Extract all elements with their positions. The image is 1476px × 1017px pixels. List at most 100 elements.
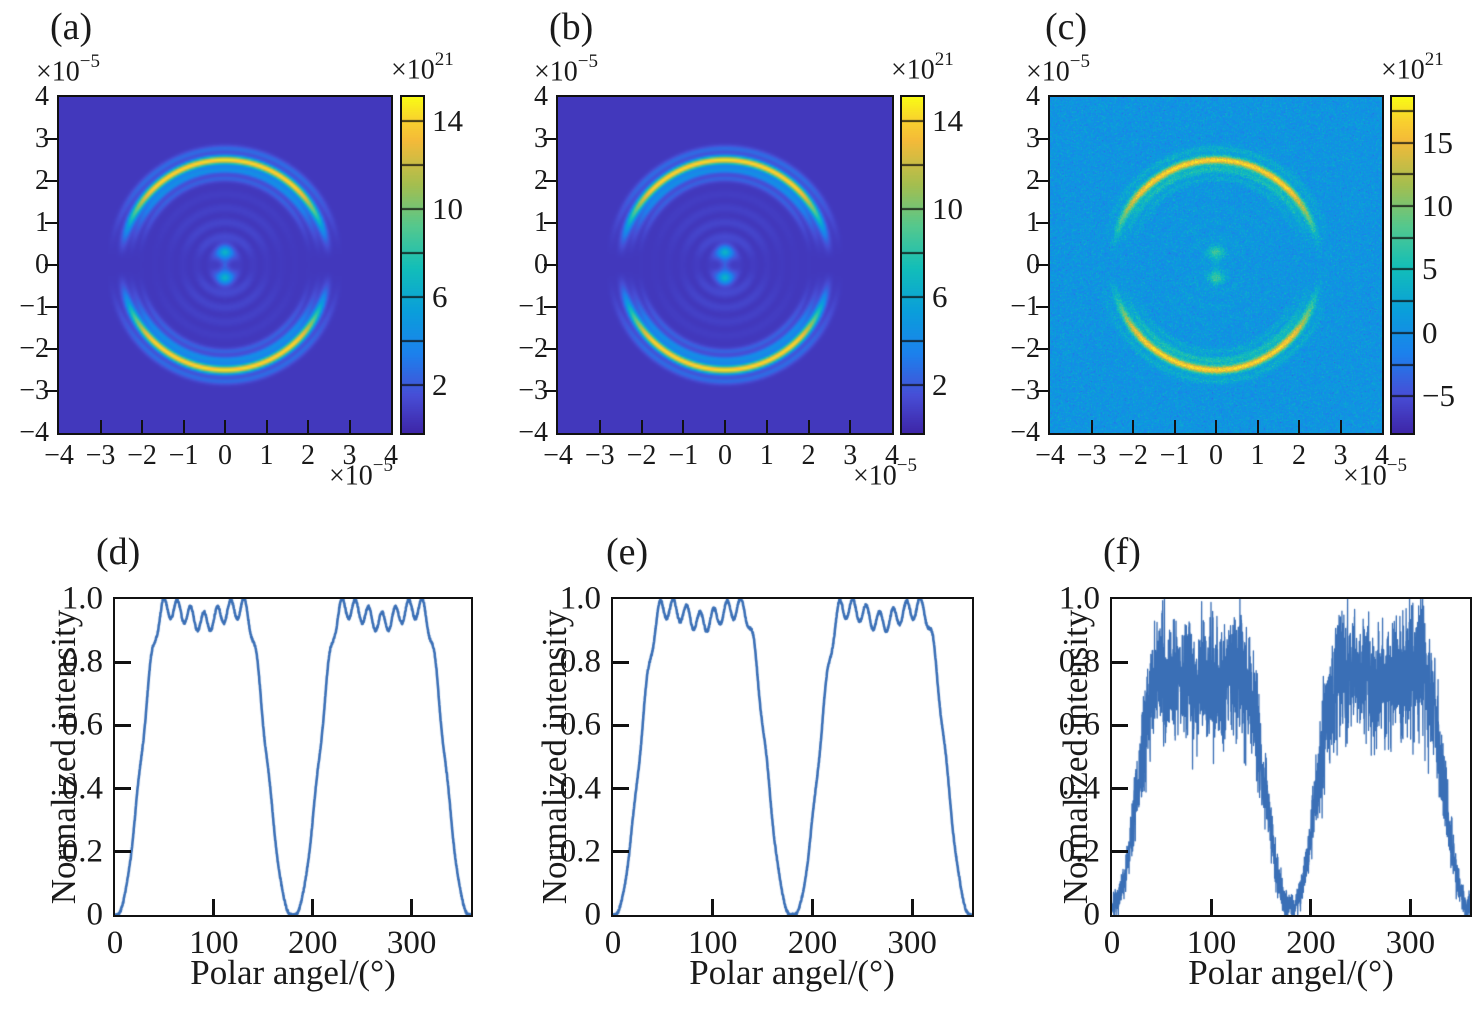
x-tick-mark — [307, 420, 309, 433]
exp-base: ×10 — [1342, 460, 1387, 492]
y-tick-mark — [45, 264, 57, 266]
x-tick-label: −4 — [543, 440, 573, 471]
x-tick-mark — [1090, 420, 1093, 433]
x-tick-mark — [182, 420, 185, 433]
x-tick-label: 2 — [1292, 440, 1306, 471]
y-tick-mark — [45, 348, 57, 350]
y-tick-label: 2 — [1026, 165, 1040, 196]
y-tick-label: 1 — [1026, 207, 1040, 238]
y-tick-mark — [1036, 222, 1048, 224]
line-canvas-f — [1112, 599, 1470, 915]
heatmap-canvas-a — [59, 97, 391, 433]
x-tick-mark — [1215, 420, 1217, 433]
y-tick-mark — [45, 180, 57, 182]
x-tick-mark — [410, 899, 414, 915]
x-tick-label: 0 — [106, 925, 124, 961]
y-tick-mark — [1036, 390, 1048, 392]
x-tick-label: −4 — [44, 440, 74, 471]
x-axis-label-f: Polar angel/(°) — [1188, 953, 1394, 992]
y-tick-label: −2 — [518, 333, 548, 364]
x-tick-mark — [1173, 420, 1176, 433]
x-tick-label: 1 — [259, 440, 274, 471]
x-tick-label: −4 — [1035, 440, 1065, 471]
x-tick-label: −1 — [668, 440, 699, 471]
y-tick-label: 0.4 — [61, 770, 103, 807]
x-tick-mark — [1408, 899, 1412, 915]
x-tick-label: 4 — [885, 440, 899, 471]
x-tick-label: 100 — [1186, 925, 1237, 961]
exp-sup: 21 — [1424, 49, 1444, 71]
y-tick-mark — [613, 660, 629, 664]
x-tick-label: −2 — [626, 440, 657, 471]
x-tick-mark — [1256, 420, 1259, 433]
colorbar-canvas-b — [902, 97, 923, 433]
y-tick-label: 0.6 — [61, 706, 103, 743]
x-tick-label: 3 — [843, 440, 858, 471]
line-canvas-d — [115, 599, 471, 915]
y-tick-label: 0 — [35, 249, 49, 280]
y-tick-mark — [1036, 348, 1048, 350]
exp-sup: 21 — [434, 49, 454, 71]
x-axis-label-e: Polar angel/(°) — [689, 953, 895, 992]
y-tick-label: 3 — [534, 123, 548, 154]
x-tick-mark — [711, 899, 715, 915]
x-tick-label: 200 — [288, 925, 338, 961]
heatmap-plot-a — [57, 95, 393, 435]
y-tick-mark — [45, 138, 57, 140]
colorbar-tick-label: 2 — [432, 366, 448, 402]
x-tick-mark — [640, 420, 643, 433]
x-tick-mark — [212, 899, 216, 915]
y-tick-label: 3 — [35, 123, 49, 154]
x-tick-label: 100 — [687, 925, 738, 961]
y-tick-mark — [45, 222, 57, 224]
x-tick-label: 200 — [787, 925, 838, 961]
x-tick-mark — [1309, 899, 1313, 915]
y-tick-mark — [544, 180, 556, 182]
y-tick-mark — [1036, 138, 1048, 140]
colorbar-tick-label: 10 — [432, 191, 463, 226]
y-tick-label: 0.8 — [559, 643, 601, 680]
y-tick-label: −1 — [518, 291, 548, 322]
x-tick-label: −3 — [1076, 440, 1107, 471]
y-tick-label: −4 — [1010, 417, 1040, 448]
x-tick-mark — [1339, 420, 1342, 433]
y-tick-label: 0 — [1026, 249, 1040, 280]
y-tick-mark — [1036, 306, 1048, 308]
x-tick-label: 300 — [1385, 925, 1436, 961]
y-tick-label: 0.4 — [1058, 770, 1100, 807]
heatmap-canvas-c — [1050, 97, 1382, 433]
x-tick-mark — [807, 420, 810, 433]
colorbar-exponent-b: ×1021 — [891, 49, 954, 86]
y-tick-label: −3 — [518, 375, 548, 406]
colorbar-tick-label: 6 — [432, 278, 448, 314]
exp-sup: −5 — [1069, 51, 1091, 73]
y-tick-mark — [45, 390, 57, 392]
exp-sup: 21 — [934, 49, 954, 71]
y-tick-mark — [1112, 850, 1128, 854]
y-tick-label: 0 — [86, 896, 104, 933]
line-canvas-e — [613, 599, 972, 915]
x-tick-label: 300 — [887, 925, 937, 961]
x-tick-label: −2 — [127, 440, 157, 471]
y-tick-label: −1 — [19, 291, 49, 322]
x-tick-mark — [141, 420, 143, 433]
exp-sup: −5 — [1386, 455, 1407, 477]
y-tick-mark — [544, 222, 556, 224]
heatmap-plot-b — [556, 95, 894, 435]
exp-sup: −5 — [577, 51, 599, 73]
exp-base: ×10 — [328, 460, 373, 492]
y-tick-label: 4 — [534, 81, 548, 112]
x-tick-mark — [765, 420, 768, 433]
x-tick-mark — [311, 899, 315, 915]
y-tick-label: 0.8 — [61, 643, 103, 680]
colorbar-tick-label: 10 — [932, 191, 963, 226]
y-tick-mark — [115, 850, 131, 854]
x-tick-label: 0 — [604, 925, 622, 961]
y-tick-label: 1.0 — [1058, 580, 1100, 617]
exp-sup: −5 — [372, 455, 393, 477]
y-tick-label: 0 — [584, 896, 602, 933]
y-tick-mark — [1112, 660, 1128, 664]
y-tick-mark — [115, 660, 131, 664]
x-tick-label: 4 — [1375, 440, 1389, 471]
y-tick-label: 0 — [1083, 896, 1101, 933]
